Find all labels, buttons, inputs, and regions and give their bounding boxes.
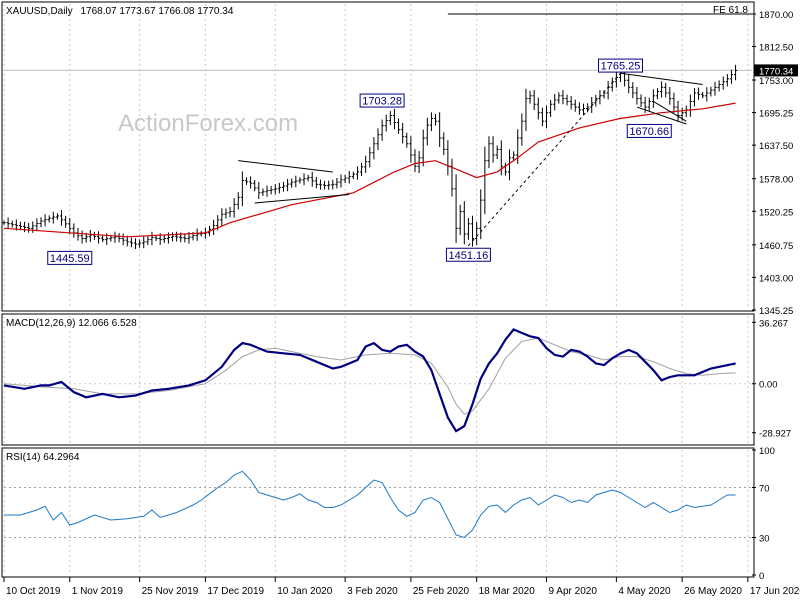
x-tick-label: 10 Jan 2020 <box>277 586 332 597</box>
annotation-box <box>626 123 672 138</box>
price-y-tick-label: 1460.75 <box>759 241 793 252</box>
annotation-label: 1765.25 <box>601 61 641 73</box>
price-y-tick-label: 1345.25 <box>759 306 793 317</box>
annotation-label: 1451.16 <box>449 250 489 262</box>
price-y-tick-label: 1695.25 <box>759 109 793 120</box>
macd-y-tick-label: -28.927 <box>759 429 791 440</box>
x-tick-label: 26 May 2020 <box>684 586 742 597</box>
x-tick-label: 9 Apr 2020 <box>549 586 598 597</box>
trendline <box>238 160 333 173</box>
rsi-panel <box>1 447 755 578</box>
watermark: ActionForex.com <box>118 110 298 137</box>
x-tick-label: 17 Jun 2020 <box>750 586 800 597</box>
x-tick-label: 3 Feb 2020 <box>347 586 398 597</box>
macd-title: MACD(12,26,9) 12.066 6.528 <box>6 318 137 329</box>
macd-signal-line <box>3 337 736 415</box>
macd-panel <box>1 313 755 446</box>
annotation-label: 1445.59 <box>50 253 90 265</box>
annotation-box <box>359 93 405 108</box>
fib-label: FE 61.8 <box>713 5 748 16</box>
x-tick-label: 17 Dec 2019 <box>207 586 264 597</box>
price-y-tick-label: 1870.00 <box>759 10 793 21</box>
rsi-y-tick-label: 100 <box>759 446 775 457</box>
x-tick-label: 10 Oct 2019 <box>6 586 61 597</box>
rsi-y-tick-label: 0 <box>759 571 764 582</box>
rsi-y-tick-label: 30 <box>759 534 770 545</box>
x-tick-label: 1 Nov 2019 <box>72 586 124 597</box>
last-price-badge <box>754 64 798 77</box>
macd-y-tick-label: 0.00 <box>759 380 778 391</box>
x-tick-label: 25 Feb 2020 <box>413 586 470 597</box>
x-tick-label: 18 Mar 2020 <box>479 586 536 597</box>
price-panel <box>1 1 755 312</box>
price-y-tick-label: 1578.00 <box>759 175 793 186</box>
price-y-tick-label: 1520.25 <box>759 207 793 218</box>
annotation-label: 1670.66 <box>629 126 669 138</box>
trendline <box>636 106 687 125</box>
annotation-box <box>47 250 93 265</box>
price-title: XAUUSD,Daily 1768.07 1773.67 1766.08 177… <box>6 6 234 17</box>
trendline <box>254 194 350 204</box>
rsi-title: RSI(14) 64.2964 <box>6 452 80 463</box>
trendline <box>653 101 687 122</box>
price-y-tick-label: 1403.00 <box>759 273 793 284</box>
annotation-box <box>445 247 491 262</box>
moving-average-line <box>3 102 736 238</box>
price-y-tick-label: 1637.50 <box>759 141 793 152</box>
macd-y-tick-label: 36.267 <box>759 318 788 329</box>
price-y-tick-label: 1812.50 <box>759 42 793 53</box>
annotation-box <box>597 58 643 73</box>
annotation-label: 1703.28 <box>362 96 402 108</box>
x-tick-label: 4 May 2020 <box>618 586 671 597</box>
rsi-y-tick-label: 70 <box>759 484 770 495</box>
rsi-line <box>4 470 736 539</box>
x-tick-label: 25 Nov 2019 <box>142 586 199 597</box>
last-price-label: 1770.34 <box>759 66 793 77</box>
trendline <box>620 72 703 86</box>
macd-line <box>3 328 736 433</box>
price-y-tick-label: 1753.00 <box>759 76 793 87</box>
